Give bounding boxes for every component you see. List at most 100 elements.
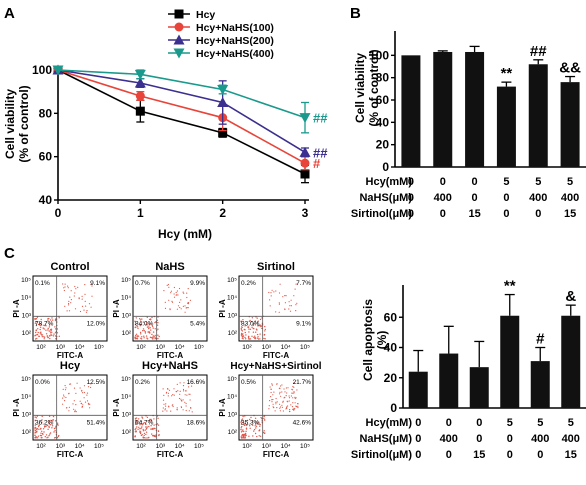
- flow-dot: [284, 391, 286, 393]
- flow-dot: [248, 331, 250, 333]
- flow-dot: [244, 336, 246, 339]
- flow-dot: [68, 302, 70, 305]
- flow-dot: [296, 406, 298, 408]
- flow-dot: [268, 408, 270, 410]
- flow-dot: [139, 318, 141, 320]
- flow-dot: [45, 333, 48, 335]
- flow-dot: [150, 420, 153, 422]
- b-cond-value: 400: [529, 192, 547, 204]
- c-cond-value: 0: [507, 433, 513, 445]
- flow-dot: [145, 423, 147, 425]
- flow-dot: [51, 317, 53, 319]
- flow-dot: [263, 417, 265, 420]
- flow-dot: [44, 436, 46, 438]
- flow-dot: [242, 429, 244, 431]
- flow-dot: [53, 333, 55, 335]
- flow-dot: [91, 295, 93, 297]
- flow-dot: [52, 415, 55, 418]
- flow-dot: [149, 323, 151, 325]
- flow-dot: [142, 430, 145, 432]
- flow-dot: [184, 394, 186, 396]
- flow-dot: [293, 408, 295, 410]
- flow-ytick-label: 10⁵: [121, 277, 131, 284]
- flow-ytick-label: 10⁴: [227, 295, 237, 302]
- c-cond-value: 400: [531, 433, 549, 445]
- flow-dot: [40, 318, 42, 321]
- c-ylabel-line2: (%): [375, 331, 389, 350]
- flow-dot: [182, 385, 185, 387]
- flow-dot: [244, 331, 246, 334]
- flow-dot: [296, 389, 298, 391]
- a-point-0-2: [218, 128, 228, 138]
- flow-xlabel: FITC-A: [57, 450, 83, 459]
- flow-dot: [64, 286, 66, 288]
- flow-dot: [80, 403, 82, 405]
- flow-dot: [264, 330, 266, 332]
- flow-dot: [36, 430, 38, 433]
- flow-dot: [139, 331, 142, 334]
- flow-dot: [46, 437, 48, 439]
- flow-dot: [154, 427, 156, 430]
- c-cond-value: 0: [476, 433, 482, 445]
- a-xtick-label: 0: [55, 206, 62, 220]
- flow-dot: [39, 326, 42, 328]
- flow-dot: [90, 283, 92, 286]
- c-annotation-4: #: [536, 331, 545, 348]
- flow-dot: [246, 424, 249, 426]
- flow-dot: [69, 296, 71, 298]
- flow-dot: [176, 408, 178, 411]
- flow-dot: [155, 434, 157, 436]
- flow-dot: [152, 427, 154, 430]
- flow-dot: [190, 407, 192, 409]
- flow-ytick-label: 10²: [22, 429, 32, 436]
- flow-dot: [39, 434, 42, 437]
- flow-dot: [41, 419, 43, 421]
- flow-dot: [273, 291, 275, 293]
- flow-dot: [39, 428, 42, 430]
- flow-dot: [272, 394, 274, 396]
- flow-dot: [270, 388, 272, 390]
- flow-dot: [294, 402, 296, 404]
- flow-dot: [145, 335, 148, 337]
- flow-dot: [256, 423, 258, 425]
- flow-ytick-label: 10⁴: [21, 295, 31, 302]
- flow-dot: [292, 386, 294, 388]
- a-ylabel-line2: (% of control): [17, 85, 31, 162]
- flow-dot: [68, 410, 70, 412]
- flow-dot: [249, 319, 251, 322]
- flow-dot: [253, 428, 256, 431]
- flow-dot: [66, 310, 68, 312]
- flow-dot: [68, 300, 70, 302]
- flow-dot: [48, 434, 50, 437]
- flow-dot: [45, 325, 47, 327]
- flow-dot: [40, 432, 42, 434]
- flow-dot: [135, 427, 137, 430]
- a-point-3-2: [217, 85, 229, 95]
- flow-dot: [63, 287, 65, 289]
- flow-dot: [35, 427, 37, 429]
- flow-ytick-label: 10⁴: [121, 394, 131, 401]
- flow-dot: [73, 387, 76, 389]
- flow-dot: [173, 296, 176, 298]
- flow-dot: [173, 388, 175, 390]
- flow-dot: [186, 292, 188, 294]
- flow-dot: [166, 391, 168, 393]
- flow-q3: 78.7%: [35, 320, 54, 327]
- flow-dot: [145, 433, 147, 436]
- flow-dot: [78, 297, 80, 299]
- flow-dot: [180, 399, 182, 402]
- a-legend-marker-0: [174, 9, 184, 19]
- flow-dot: [51, 334, 53, 336]
- b-cond-label-1: NaHS(μM): [359, 192, 412, 204]
- flow-ytick-label: 10³: [228, 312, 238, 319]
- flow-dot: [241, 419, 243, 421]
- flow-dot: [164, 408, 166, 410]
- flow-dot: [294, 407, 296, 410]
- flow-dot: [149, 332, 151, 334]
- flow-dot: [259, 423, 261, 426]
- flow-dot: [43, 328, 45, 330]
- flow-dot: [39, 323, 41, 325]
- c-cond-value: 0: [415, 449, 421, 461]
- flow-dot: [276, 383, 278, 385]
